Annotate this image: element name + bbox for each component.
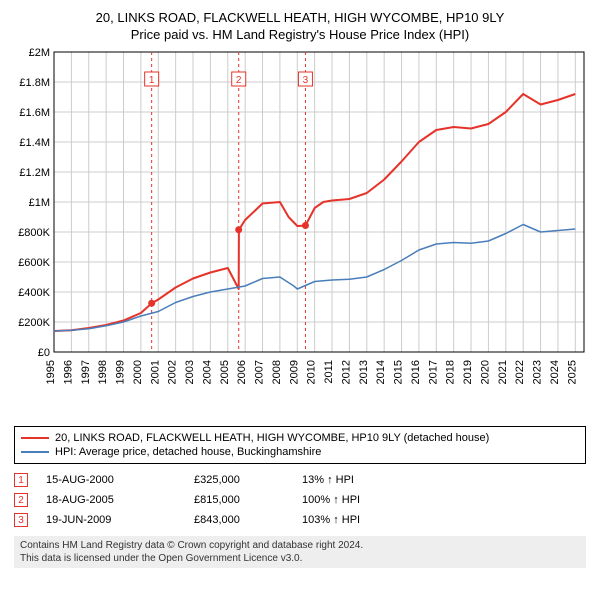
svg-text:2019: 2019 (462, 360, 474, 384)
sale-pct: 103% ↑ HPI (302, 514, 422, 526)
svg-text:3: 3 (303, 75, 309, 86)
svg-text:2011: 2011 (323, 360, 335, 384)
svg-text:1998: 1998 (97, 360, 109, 384)
svg-text:2000: 2000 (132, 360, 144, 384)
legend-label: 20, LINKS ROAD, FLACKWELL HEATH, HIGH WY… (55, 432, 489, 444)
svg-text:2018: 2018 (445, 360, 457, 384)
sale-pct: 100% ↑ HPI (302, 494, 422, 506)
svg-text:2015: 2015 (393, 360, 405, 384)
svg-text:2020: 2020 (479, 360, 491, 384)
svg-text:2006: 2006 (236, 360, 248, 384)
svg-text:2025: 2025 (566, 360, 578, 384)
sale-row: 1 15-AUG-2000 £325,000 13% ↑ HPI (14, 470, 586, 490)
legend-row: HPI: Average price, detached house, Buck… (21, 445, 579, 459)
svg-text:£1.6M: £1.6M (19, 107, 50, 119)
svg-text:2010: 2010 (306, 360, 318, 384)
sale-marker-box: 1 (14, 473, 28, 487)
sale-marker-box: 3 (14, 513, 28, 527)
chart-title-line2: Price paid vs. HM Land Registry's House … (8, 27, 592, 42)
sale-date: 18-AUG-2005 (46, 494, 176, 506)
svg-text:1995: 1995 (45, 360, 57, 384)
svg-text:1999: 1999 (115, 360, 127, 384)
sale-row: 3 19-JUN-2009 £843,000 103% ↑ HPI (14, 510, 586, 530)
svg-text:1996: 1996 (62, 360, 74, 384)
svg-text:£1.2M: £1.2M (19, 167, 50, 179)
line-chart-svg: £0 £200K £400K £600K £800K £1M £1.2M £1.4M £1.6M… (8, 48, 592, 388)
svg-text:2002: 2002 (167, 360, 179, 384)
svg-text:£200K: £200K (18, 317, 50, 329)
chart-container: 20, LINKS ROAD, FLACKWELL HEATH, HIGH WY… (0, 0, 600, 574)
svg-text:2014: 2014 (375, 360, 387, 384)
chart-title-line1: 20, LINKS ROAD, FLACKWELL HEATH, HIGH WY… (8, 10, 592, 25)
svg-text:2022: 2022 (514, 360, 526, 384)
legend-label: HPI: Average price, detached house, Buck… (55, 446, 321, 458)
sales-table: 1 15-AUG-2000 £325,000 13% ↑ HPI 2 18-AUG-200… (14, 470, 586, 530)
svg-text:£2M: £2M (29, 48, 50, 59)
sale-price: £843,000 (194, 514, 284, 526)
svg-text:2017: 2017 (427, 360, 439, 384)
svg-text:1: 1 (149, 75, 155, 86)
chart-area: £0 £200K £400K £600K £800K £1M £1.2M £1.4M £1.6M… (8, 48, 592, 388)
svg-text:2009: 2009 (288, 360, 300, 384)
legend-swatch (21, 451, 49, 453)
svg-text:2012: 2012 (340, 360, 352, 384)
sale-price: £325,000 (194, 474, 284, 486)
legend-swatch (21, 437, 49, 439)
svg-text:£1.4M: £1.4M (19, 137, 50, 149)
svg-text:£400K: £400K (18, 287, 50, 299)
footer-line2: This data is licensed under the Open Gov… (20, 552, 580, 565)
svg-text:2024: 2024 (549, 360, 561, 384)
sale-row: 2 18-AUG-2005 £815,000 100% ↑ HPI (14, 490, 586, 510)
sale-date: 19-JUN-2009 (46, 514, 176, 526)
footer-line1: Contains HM Land Registry data © Crown c… (20, 539, 580, 552)
svg-text:2021: 2021 (497, 360, 509, 384)
svg-text:2: 2 (236, 75, 242, 86)
svg-text:£800K: £800K (18, 227, 50, 239)
sale-pct: 13% ↑ HPI (302, 474, 422, 486)
svg-text:2005: 2005 (219, 360, 231, 384)
svg-text:£0: £0 (38, 347, 50, 359)
svg-text:2007: 2007 (254, 360, 266, 384)
footer-attribution: Contains HM Land Registry data © Crown c… (14, 536, 586, 568)
svg-text:£1M: £1M (29, 197, 50, 209)
svg-text:2003: 2003 (184, 360, 196, 384)
svg-text:2001: 2001 (149, 360, 161, 384)
legend: 20, LINKS ROAD, FLACKWELL HEATH, HIGH WY… (14, 426, 586, 464)
svg-text:1997: 1997 (80, 360, 92, 384)
svg-text:£600K: £600K (18, 257, 50, 269)
sale-marker-box: 2 (14, 493, 28, 507)
svg-text:2004: 2004 (201, 360, 213, 384)
svg-text:2016: 2016 (410, 360, 422, 384)
sale-price: £815,000 (194, 494, 284, 506)
svg-text:2023: 2023 (532, 360, 544, 384)
svg-text:2008: 2008 (271, 360, 283, 384)
legend-row: 20, LINKS ROAD, FLACKWELL HEATH, HIGH WY… (21, 431, 579, 445)
sale-date: 15-AUG-2000 (46, 474, 176, 486)
svg-text:2013: 2013 (358, 360, 370, 384)
svg-text:£1.8M: £1.8M (19, 77, 50, 89)
